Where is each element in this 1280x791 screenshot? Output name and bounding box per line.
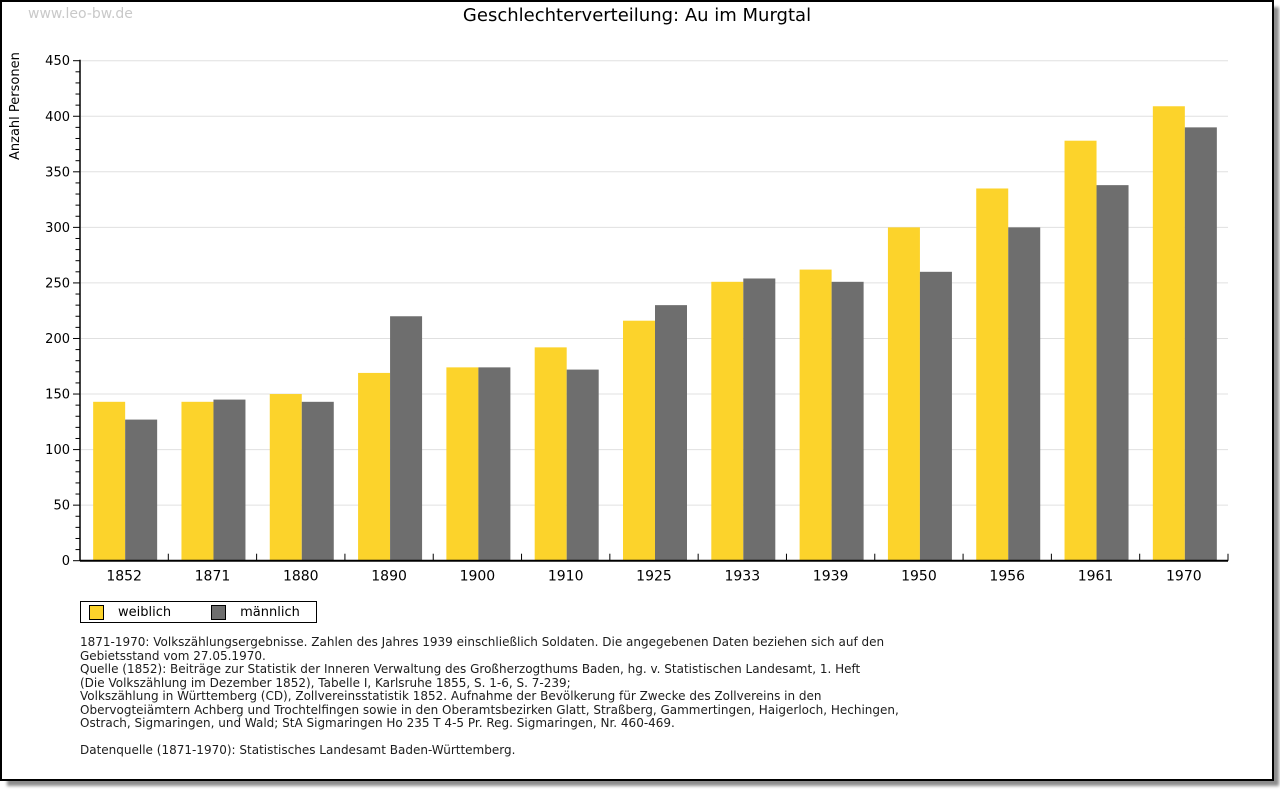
bar-männlich-1956 bbox=[1008, 227, 1041, 561]
bar-männlich-1890 bbox=[390, 316, 423, 561]
bar-weiblich-1910 bbox=[534, 347, 567, 561]
bar-männlich-1852 bbox=[125, 419, 158, 561]
bar-weiblich-1852 bbox=[93, 401, 126, 561]
bar-weiblich-1871 bbox=[181, 401, 214, 561]
x-tick-label-1925: 1925 bbox=[636, 569, 672, 585]
x-tick-label-1890: 1890 bbox=[371, 569, 407, 585]
bar-männlich-1900 bbox=[478, 367, 511, 561]
x-tick-label-1880: 1880 bbox=[283, 569, 319, 585]
bar-weiblich-1933 bbox=[711, 281, 744, 561]
bar-weiblich-1900 bbox=[446, 367, 479, 561]
bar-männlich-1925 bbox=[655, 305, 687, 561]
x-tick-label-1939: 1939 bbox=[813, 569, 849, 585]
source-note-line: Volkszählung in Württemberg (CD), Zollve… bbox=[80, 689, 822, 703]
y-tick-label-250: 250 bbox=[45, 276, 70, 291]
bar-weiblich-1950 bbox=[887, 227, 920, 561]
source-note-line: Quelle (1852): Beiträge zur Statistik de… bbox=[80, 662, 861, 676]
legend-swatch-maennlich bbox=[211, 604, 227, 620]
bar-männlich-1933 bbox=[743, 278, 776, 561]
legend-swatch-weiblich bbox=[89, 604, 104, 620]
x-tick-label-1950: 1950 bbox=[901, 569, 937, 585]
source-note-line: Ostrach, Sigmaringen, und Wald; StA Sigm… bbox=[80, 716, 675, 730]
legend-label-weiblich: weiblich bbox=[118, 604, 172, 620]
chart-title: Geschlechterverteilung: Au im Murgtal bbox=[462, 5, 812, 26]
x-tick-label-1871: 1871 bbox=[195, 569, 231, 585]
bar-männlich-1939 bbox=[831, 281, 864, 561]
source-note-line: (Die Volkszählung im Dezember 1852), Tab… bbox=[80, 675, 571, 690]
source-note-line: 1871-1970: Volkszählungsergebnisse. Zahl… bbox=[80, 635, 885, 649]
source-note-blank-line bbox=[80, 731, 899, 745]
y-tick-label-350: 350 bbox=[45, 165, 70, 180]
x-tick-label-1970: 1970 bbox=[1166, 569, 1202, 585]
legend: weiblich männlich bbox=[80, 601, 317, 623]
y-tick-label-450: 450 bbox=[45, 54, 70, 69]
legend-label-maennlich: männlich bbox=[240, 604, 300, 620]
bar-männlich-1910 bbox=[566, 369, 599, 561]
bar-weiblich-1925 bbox=[623, 320, 655, 561]
source-note-datenquelle: Datenquelle (1871-1970): Statistisches L… bbox=[80, 743, 516, 757]
bar-weiblich-1890 bbox=[358, 372, 391, 561]
y-tick-label-100: 100 bbox=[45, 443, 70, 458]
x-tick-label-1910: 1910 bbox=[548, 569, 584, 585]
bar-weiblich-1880 bbox=[269, 394, 302, 561]
y-tick-label-0: 0 bbox=[62, 554, 70, 569]
y-tick-label-200: 200 bbox=[45, 332, 70, 347]
y-tick-label-300: 300 bbox=[45, 221, 70, 236]
x-tick-label-1852: 1852 bbox=[106, 569, 142, 585]
y-tick-label-150: 150 bbox=[45, 388, 70, 403]
x-tick-label-1961: 1961 bbox=[1078, 569, 1114, 585]
bar-chart: 0 50 100 150 200 250 300 350 400 450 1852 1871 1880 1… bbox=[8, 52, 1229, 585]
source-notes: 1871-1970: Volkszählungsergebnisse. Zahl… bbox=[80, 635, 899, 758]
y-tick-label-50: 50 bbox=[53, 499, 70, 514]
x-tick-label-1900: 1900 bbox=[460, 569, 496, 585]
bar-männlich-1880 bbox=[301, 401, 334, 561]
y-axis-label: Anzahl Personen bbox=[8, 52, 23, 160]
source-note-line: Obervogteiämtern Achberg und Trochtelfin… bbox=[80, 702, 899, 717]
bar-männlich-1961 bbox=[1096, 185, 1129, 561]
x-tick-label-1933: 1933 bbox=[724, 569, 760, 585]
bar-männlich-1970 bbox=[1184, 127, 1217, 561]
watermark: www.leo-bw.de bbox=[28, 6, 133, 22]
bar-weiblich-1961 bbox=[1064, 140, 1097, 561]
bar-weiblich-1956 bbox=[976, 188, 1009, 561]
bar-männlich-1871 bbox=[213, 399, 246, 561]
bar-weiblich-1939 bbox=[799, 269, 832, 561]
y-tick-label-400: 400 bbox=[45, 110, 70, 125]
bar-weiblich-1970 bbox=[1152, 106, 1185, 561]
x-tick-label-1956: 1956 bbox=[989, 569, 1025, 585]
source-note-line: Gebietsstand vom 27.05.1970. bbox=[80, 648, 266, 663]
bar-männlich-1950 bbox=[919, 271, 952, 561]
